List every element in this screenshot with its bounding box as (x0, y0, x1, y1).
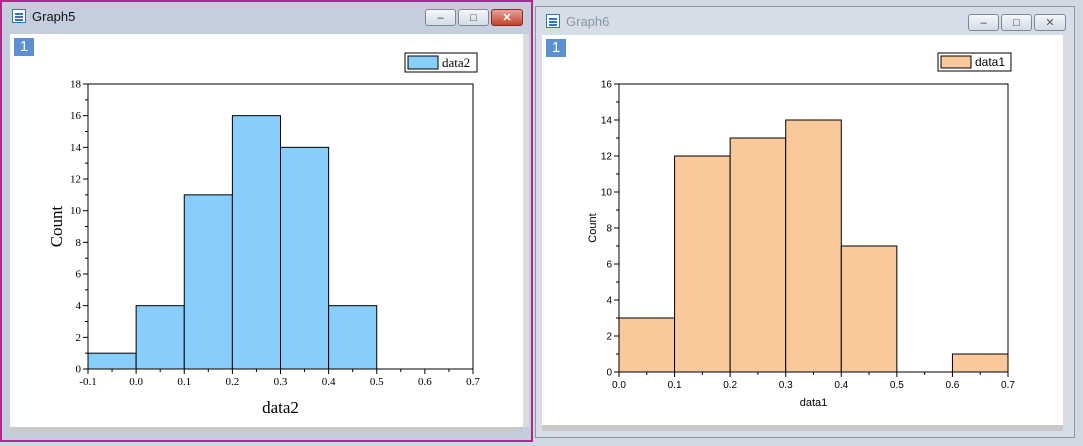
y-tick-label: 4 (606, 296, 612, 307)
y-tick-label: 12 (70, 174, 81, 186)
x-tick-label: 0.4 (322, 376, 336, 388)
minimize-button[interactable]: – (968, 14, 999, 31)
layer-indicator[interactable]: 1 (546, 39, 566, 57)
horizontal-scrollbar[interactable] (542, 425, 1063, 431)
x-axis-title: data1 (800, 397, 828, 409)
histogram-bar (87, 352, 137, 370)
y-tick-label: 2 (606, 332, 612, 343)
graph-window-icon (12, 9, 26, 23)
x-tick-label: 0.6 (418, 376, 432, 388)
x-tick-label: 0.1 (668, 380, 682, 391)
legend-label: data2 (442, 55, 470, 70)
x-tick-label: -0.1 (79, 376, 96, 388)
legend-swatch (407, 55, 439, 70)
x-tick-label: 0.5 (890, 380, 904, 391)
x-tick-label: 0.6 (945, 380, 959, 391)
window-title: Graph5 (32, 9, 76, 24)
y-tick-label: 18 (70, 79, 82, 91)
y-tick-label: 8 (606, 224, 612, 235)
restore-button[interactable]: □ (458, 9, 489, 26)
y-tick-label: 12 (601, 152, 613, 163)
y-axis-title: Count (47, 205, 66, 247)
histogram-bar (729, 137, 787, 373)
graph5-titlebar[interactable]: Graph5 – □ ✕ (2, 2, 531, 32)
close-button[interactable]: ✕ (1034, 14, 1066, 31)
legend-swatch (940, 55, 972, 69)
y-tick-label: 10 (601, 188, 613, 199)
x-tick-label: 0.7 (1001, 380, 1015, 391)
x-axis-title: data2 (262, 398, 299, 417)
layer-indicator[interactable]: 1 (14, 38, 34, 56)
close-button[interactable]: ✕ (491, 9, 523, 26)
y-tick-label: 6 (76, 269, 82, 281)
y-tick-label: 6 (606, 260, 612, 271)
y-axis-title: Count (587, 213, 599, 242)
x-tick-label: 0.3 (274, 376, 288, 388)
graph5-page[interactable]: 1 0 2 4 6 8 10 12 14 16 18 -0.1 0.0 0.1 0.2 0.3 0.4 0.5 0… (10, 34, 523, 427)
histogram-bar (135, 305, 185, 370)
x-tick-label: 0.2 (723, 380, 737, 391)
restore-button[interactable]: □ (1001, 14, 1032, 31)
x-tick-label: 0.4 (834, 380, 848, 391)
y-tick-label: 16 (70, 110, 82, 122)
histogram-bar (618, 317, 676, 373)
graph5-window[interactable]: Graph5 – □ ✕ 1 0 2 4 6 8 10 12 14 16 18 -0.1 0.0 0.1… (0, 0, 533, 442)
graph6-titlebar[interactable]: Graph6 – □ ✕ (536, 7, 1074, 37)
y-tick-label: 0 (606, 368, 612, 379)
graph6-chart[interactable]: 0 2 4 6 8 10 12 14 16 0.0 0.1 0.2 0.3 0.4 0.5 0.6 0.7 dat… (542, 35, 1063, 425)
histogram-bar (785, 119, 842, 373)
y-tick-label: 14 (70, 142, 82, 154)
graph5-chart[interactable]: 0 2 4 6 8 10 12 14 16 18 -0.1 0.0 0.1 0.2 0.3 0.4 0.5 0.6… (10, 34, 523, 427)
y-tick-label: 14 (601, 116, 613, 127)
y-tick-label: 10 (70, 205, 82, 217)
y-tick-label: 8 (76, 237, 82, 249)
y-tick-label: 0 (76, 364, 82, 376)
x-tick-label: 0.0 (612, 380, 626, 391)
legend-label: data1 (975, 55, 1005, 69)
x-tick-label: 0.7 (466, 376, 480, 388)
minimize-button[interactable]: – (425, 9, 456, 26)
graph-window-icon (546, 14, 560, 28)
y-tick-label: 2 (76, 332, 82, 344)
x-tick-label: 0.3 (779, 380, 793, 391)
histogram-bar (840, 245, 898, 373)
histogram-bar (328, 305, 378, 370)
histogram-bar (280, 146, 330, 370)
histogram-bar (951, 353, 1009, 373)
vertical-scrollbar[interactable] (523, 34, 529, 427)
graph6-page[interactable]: 1 0 2 4 6 8 10 12 14 16 0.0 0.1 0.2 0.3 0.4 0.5 0.6 0.7 d… (542, 35, 1063, 425)
graph6-window[interactable]: Graph6 – □ ✕ 1 0 2 4 6 8 10 12 14 16 0.0 0.1 0.2 0.3… (535, 6, 1075, 438)
y-tick-label: 16 (601, 80, 613, 91)
x-tick-label: 0.0 (129, 376, 143, 388)
histogram-bar (674, 155, 731, 373)
vertical-scrollbar[interactable] (1063, 35, 1069, 425)
x-tick-label: 0.2 (226, 376, 240, 388)
y-tick-label: 4 (76, 300, 82, 312)
histogram-bar (231, 115, 281, 370)
horizontal-scrollbar[interactable] (10, 427, 523, 433)
window-title: Graph6 (566, 14, 610, 29)
x-tick-label: 0.1 (177, 376, 191, 388)
histogram-bar (183, 194, 233, 370)
x-tick-label: 0.5 (370, 376, 384, 388)
